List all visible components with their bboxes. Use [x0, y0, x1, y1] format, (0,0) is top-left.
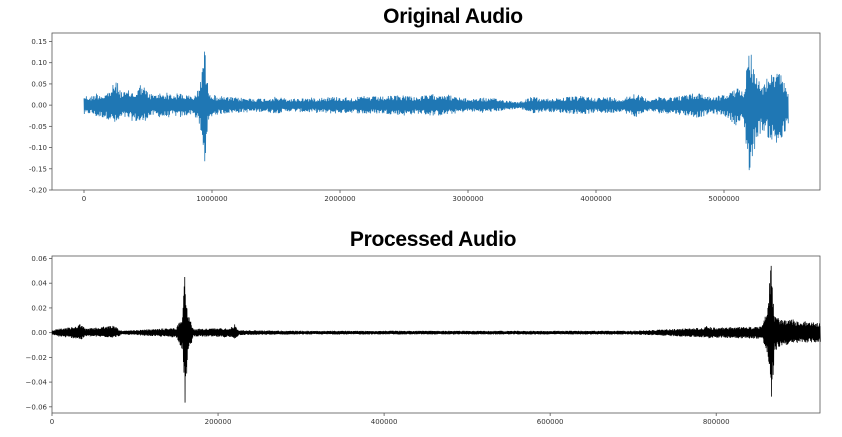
- orig-ytick-label: -0.05: [29, 123, 47, 131]
- orig-xtick-label: 2000000: [324, 195, 355, 203]
- proc-ytick-label: −0.06: [26, 403, 48, 411]
- proc-waveform-series-0: [51, 265, 821, 403]
- orig-xtick-label: 1000000: [196, 195, 227, 203]
- orig-xtick-label: 0: [82, 195, 86, 203]
- orig-waveform-series-0: [83, 51, 789, 171]
- proc-xtick-label: 600000: [537, 418, 564, 426]
- orig-xtick-label: 5000000: [708, 195, 739, 203]
- chart-title-original: Original Audio: [383, 5, 523, 28]
- chart-title-processed: Processed Audio: [349, 228, 517, 251]
- orig-ytick-label: -0.20: [29, 187, 47, 195]
- proc-xtick-label: 400000: [371, 418, 398, 426]
- orig-ytick-label: 0.10: [31, 59, 47, 67]
- orig-ytick-label: -0.10: [29, 144, 47, 152]
- proc-xtick-label: 200000: [205, 418, 232, 426]
- orig-ytick-label: 0.15: [31, 38, 47, 46]
- proc-ytick-label: 0.02: [31, 304, 47, 312]
- proc-ytick-label: 0.06: [31, 255, 47, 263]
- orig-axes-frame: [51, 32, 821, 191]
- proc-ytick-label: −0.04: [26, 379, 48, 387]
- proc-xtick-label: 0: [50, 418, 54, 426]
- proc-ytick-label: 0.04: [31, 280, 47, 288]
- orig-ytick-label: -0.15: [29, 165, 47, 173]
- orig-ytick-label: 0.05: [31, 80, 47, 88]
- orig-xtick-label: 4000000: [580, 195, 611, 203]
- orig-xtick-label: 3000000: [452, 195, 483, 203]
- proc-ytick-label: 0.00: [31, 329, 47, 337]
- orig-ytick-label: 0.00: [31, 102, 47, 110]
- proc-ytick-label: −0.02: [26, 354, 47, 362]
- proc-xtick-label: 800000: [703, 418, 730, 426]
